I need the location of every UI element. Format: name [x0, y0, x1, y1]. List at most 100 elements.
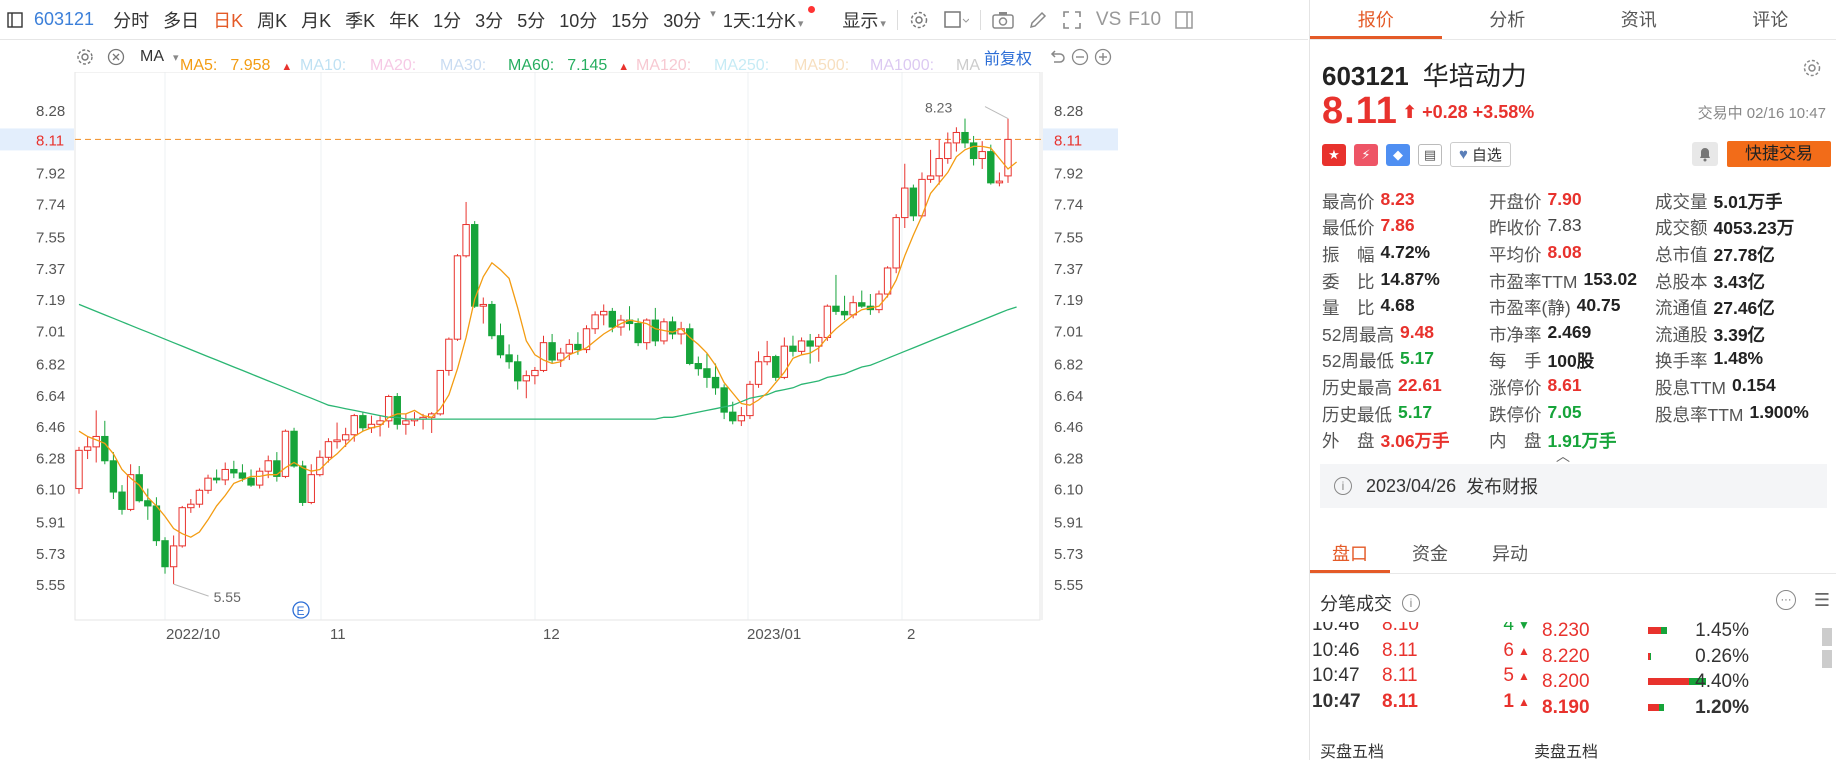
candle[interactable]	[866, 294, 875, 315]
kline-chart[interactable]: 8.28 8.28 7.92 7.92 7.74 7.74 7.55 7.55 7.37 7.37…	[0, 72, 1118, 652]
period-11[interactable]: 15分	[611, 10, 650, 31]
candle[interactable]	[952, 127, 961, 152]
undo-icon[interactable]	[1048, 48, 1066, 66]
candle[interactable]	[969, 135, 978, 166]
gear-icon[interactable]	[1802, 58, 1822, 78]
candle[interactable]	[281, 429, 290, 479]
candle[interactable]	[539, 335, 548, 373]
candle[interactable]	[522, 370, 530, 399]
fullscreen-icon[interactable]	[1055, 10, 1089, 30]
period-8[interactable]: 3分	[475, 10, 504, 31]
candle[interactable]	[591, 311, 599, 334]
candle[interactable]	[651, 307, 660, 347]
zoom-in-icon[interactable]	[1094, 48, 1112, 66]
candle[interactable]	[1004, 118, 1012, 183]
ma-legend-item[interactable]: MA120:	[636, 57, 722, 75]
candle[interactable]	[600, 304, 608, 326]
candle[interactable]	[238, 464, 247, 482]
period-0[interactable]: 分时	[113, 10, 150, 31]
candle[interactable]	[763, 340, 771, 366]
candle[interactable]	[255, 467, 264, 489]
candle[interactable]	[101, 420, 109, 465]
candle[interactable]	[187, 498, 195, 513]
report-notice[interactable]: i 2023/04/26 发布财报	[1320, 464, 1827, 508]
candle[interactable]	[892, 214, 900, 274]
candle[interactable]	[909, 184, 918, 222]
candle[interactable]	[316, 450, 324, 477]
period-1[interactable]: 多日	[163, 10, 200, 31]
candle[interactable]	[565, 339, 574, 361]
candle[interactable]	[462, 201, 470, 258]
period-10[interactable]: 10分	[559, 10, 598, 31]
candle[interactable]	[789, 335, 797, 357]
fast-trade-button[interactable]: 快捷交易	[1727, 141, 1831, 167]
ma-legend-item[interactable]: MA10:	[300, 57, 377, 75]
candle[interactable]	[445, 337, 453, 376]
candle[interactable]	[625, 306, 634, 331]
candle[interactable]	[359, 412, 367, 432]
candle[interactable]	[161, 537, 169, 574]
vs-button[interactable]: VS	[1095, 8, 1122, 30]
candle[interactable]	[703, 353, 711, 388]
subtab-0[interactable]: 盘口	[1310, 534, 1390, 573]
period-12[interactable]: 30分	[663, 10, 702, 31]
bell-icon[interactable]	[1692, 142, 1718, 166]
candle[interactable]	[75, 446, 83, 494]
candle[interactable]	[987, 144, 995, 185]
candle[interactable]	[109, 452, 118, 499]
pen-icon[interactable]	[1021, 10, 1055, 30]
candle[interactable]	[557, 347, 565, 367]
candle[interactable]	[92, 410, 100, 463]
tab-0[interactable]: 报价	[1310, 0, 1442, 39]
tab-3[interactable]: 评论	[1752, 10, 1789, 30]
period-7[interactable]: 1分	[433, 10, 462, 31]
candle[interactable]	[711, 363, 720, 395]
candle[interactable]	[212, 469, 221, 484]
panel-toggle-icon[interactable]	[1168, 10, 1200, 29]
ma-legend-item[interactable]: MA250:	[714, 57, 800, 75]
ma-legend-item[interactable]: MA500:	[794, 57, 880, 75]
china-flag-icon[interactable]: ★	[1322, 143, 1346, 166]
candle[interactable]	[195, 488, 204, 508]
candle[interactable]	[926, 149, 935, 183]
candle[interactable]	[367, 415, 376, 433]
candle[interactable]	[496, 323, 505, 359]
window-icon[interactable]	[936, 10, 976, 30]
ma-legend-item[interactable]: MA1000:	[870, 57, 965, 75]
candle[interactable]	[126, 464, 135, 512]
candle[interactable]	[875, 290, 883, 314]
candle[interactable]	[118, 485, 126, 515]
scrollbar[interactable]	[1822, 650, 1832, 668]
camera-icon[interactable]	[985, 11, 1021, 29]
subtab-1[interactable]: 资金	[1412, 544, 1448, 564]
candle[interactable]	[772, 354, 780, 381]
candle[interactable]	[797, 337, 806, 355]
ma-legend-item[interactable]: MA30:	[440, 57, 517, 75]
f10-button[interactable]: F10	[1128, 8, 1162, 30]
candle[interactable]	[505, 344, 513, 369]
more-icon[interactable]: ···	[1776, 590, 1796, 610]
candle[interactable]	[247, 469, 255, 487]
adjust-button[interactable]: 前复权	[984, 51, 1033, 68]
ma-legend-item[interactable]: MA	[956, 57, 1011, 75]
candle[interactable]	[694, 356, 703, 376]
sidebar-toggle-icon[interactable]	[0, 11, 30, 28]
candle[interactable]	[901, 163, 909, 229]
display-menu[interactable]: 显示 ▾	[842, 10, 886, 31]
candle[interactable]	[402, 413, 410, 435]
candle[interactable]	[230, 460, 238, 479]
candle[interactable]	[83, 436, 92, 460]
period-2[interactable]: 日K	[213, 10, 244, 31]
note-icon[interactable]: ▤	[1418, 143, 1442, 166]
candle[interactable]	[290, 427, 298, 468]
candle[interactable]	[668, 316, 677, 340]
menu-icon[interactable]: ☰	[1813, 590, 1830, 610]
candle[interactable]	[384, 394, 393, 428]
candle[interactable]	[479, 297, 487, 324]
stock-code[interactable]: 603121	[34, 9, 95, 29]
event-marker-icon[interactable]	[292, 601, 310, 619]
subtab-2[interactable]: 异动	[1492, 544, 1528, 564]
candle[interactable]	[273, 452, 281, 482]
zoom-out-icon[interactable]	[1071, 48, 1089, 66]
candle[interactable]	[634, 318, 642, 347]
